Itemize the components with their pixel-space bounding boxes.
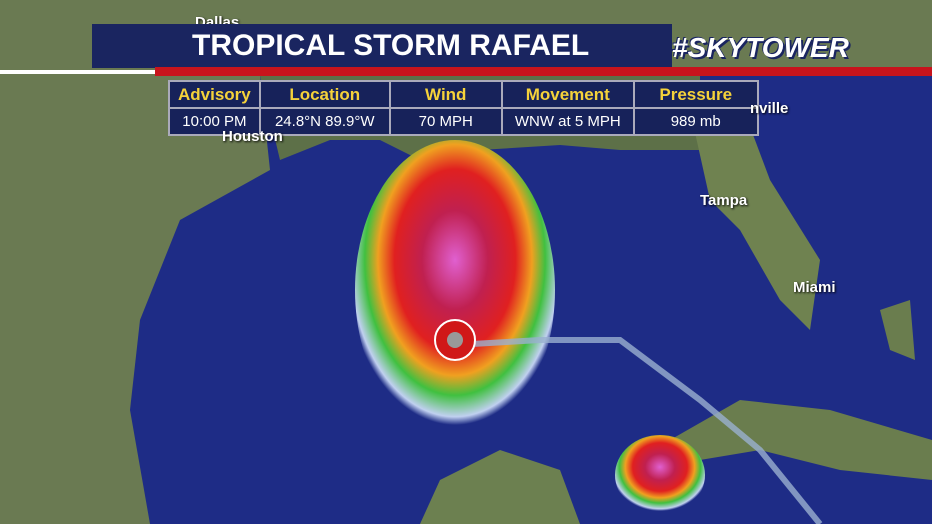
- stripe: [0, 70, 155, 74]
- table-header: Wind: [388, 80, 503, 109]
- table-header: Advisory: [168, 80, 261, 109]
- title-bar: TROPICAL STORM RAFAEL: [92, 24, 672, 68]
- table-value: 24.8°N 89.9°W: [258, 107, 391, 136]
- table-value: WNW at 5 MPH: [500, 107, 635, 136]
- table-value: 70 MPH: [388, 107, 503, 136]
- logo: #SKYTOWER: [672, 32, 849, 63]
- table-header: Movement: [500, 80, 635, 109]
- advisory-table: Advisory Location Wind Movement Pressure 10:0…: [168, 80, 759, 136]
- table-value: 989 mb: [632, 107, 759, 136]
- storm-radar: [355, 140, 555, 440]
- city-label: Houston: [222, 128, 283, 145]
- storm-eye: [447, 332, 463, 348]
- table-header: Pressure: [632, 80, 759, 109]
- radar-cell: [615, 435, 705, 515]
- table-header: Location: [258, 80, 391, 109]
- city-label: Miami: [793, 279, 836, 296]
- table-value: 10:00 PM: [168, 107, 261, 136]
- forecast-track: [454, 337, 823, 524]
- stripe: [155, 67, 932, 76]
- city-label: nville: [750, 100, 789, 117]
- city-label: Tampa: [700, 192, 748, 209]
